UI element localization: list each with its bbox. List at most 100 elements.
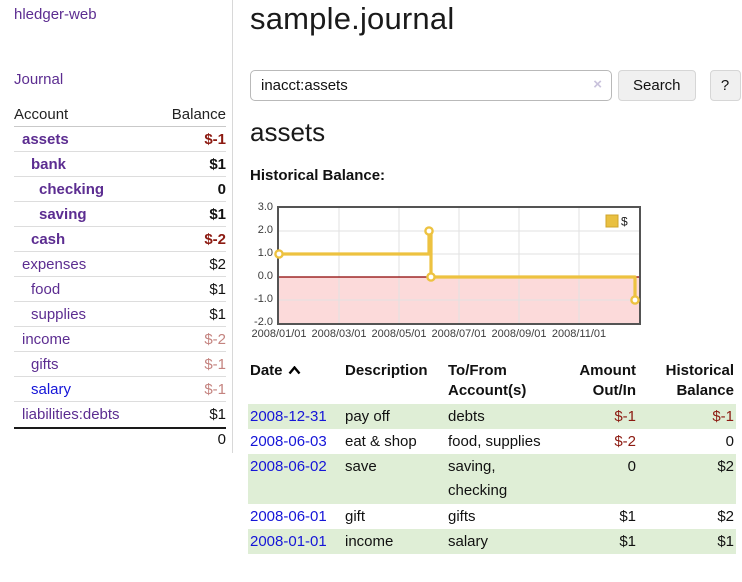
account-row: saving $1 [14,202,226,227]
transaction-balance: 0 [725,433,734,450]
account-balance: $1 [209,306,226,323]
y-tick-label: 1.0 [257,247,273,259]
sidebar-item-salary[interactable]: salary [31,381,72,398]
sidebar-item-income[interactable]: income [22,331,71,348]
register-header-description: Description [345,362,428,379]
transaction-balance: $2 [717,458,734,475]
x-tick-label: 2008/05/01 [370,328,428,340]
sidebar-item-cash[interactable]: cash [31,231,66,248]
transaction-description: save [345,458,377,475]
sidebar-item-journal[interactable]: Journal [14,71,64,88]
search-input[interactable] [250,70,612,101]
sidebar-item-checking[interactable]: checking [39,181,105,198]
sidebar-item-expenses[interactable]: expenses [22,256,87,273]
table-row: 2008-12-31 pay off debts $-1 $-1 [248,404,736,429]
transaction-balance: $2 [717,508,734,525]
transaction-description: eat & shop [345,433,417,450]
clear-search-icon[interactable]: × [593,76,602,93]
x-tick-label: 2008/07/01 [430,328,488,340]
table-row: 2008-06-03 eat & shop food, supplies $-2… [248,429,736,454]
transaction-amount: $-1 [614,408,636,425]
transaction-date-link[interactable]: 2008-12-31 [250,408,327,425]
transaction-accounts: gifts [448,508,476,525]
search-form: × Search ? [250,70,741,101]
y-tick-label: 0.0 [257,270,273,282]
historical-balance-chart: 3.0 2.0 1.0 0.0 -1.0 -2.0 [248,197,678,345]
transaction-accounts: salary [448,533,489,550]
search-button[interactable]: Search [618,70,696,101]
account-row: salary $-1 [14,377,226,402]
main-content: sample.journal × Search ? assets Histori… [248,0,742,582]
account-balance: $1 [209,206,226,223]
chart-plot-area: $ [274,206,641,325]
app-title-link[interactable]: hledger-web [14,6,97,23]
transaction-date-link[interactable]: 2008-06-03 [250,433,327,450]
table-row: 2008-06-01 gift gifts $1 $2 [248,504,736,529]
chart-canvas: $ [274,208,640,323]
y-tick-label: 3.0 [257,201,273,213]
transaction-accounts: food, supplies [448,433,541,450]
transaction-date-link[interactable]: 2008-06-01 [250,508,327,525]
account-row: food $1 [14,277,226,302]
account-balance: $-2 [204,331,226,348]
account-balance: $1 [209,406,226,423]
sidebar-item-bank[interactable]: bank [31,156,67,173]
transaction-amount: $-2 [614,433,636,450]
gridlines [279,208,639,323]
data-point-markers [274,226,640,305]
transaction-description: income [345,533,394,550]
account-row: income $-2 [14,327,226,352]
date-header-label: Date [250,362,283,379]
y-tick-label: 2.0 [257,224,273,236]
chart-title: Historical Balance: [250,167,386,184]
register-header-balance: Historical Balance [665,362,734,399]
account-row: cash $-2 [14,227,226,252]
account-row: expenses $2 [14,252,226,277]
account-row: supplies $1 [14,302,226,327]
account-row: bank $1 [14,152,226,177]
transaction-accounts: debts [448,408,485,425]
transaction-amount: $1 [619,533,636,550]
sidebar-item-liabilities-debts[interactable]: liabilities:debts [22,406,120,423]
sidebar-item-gifts[interactable]: gifts [31,356,59,373]
chart-legend: $ [605,214,628,229]
accounts-table-header: Account Balance [14,102,226,127]
account-balance: $1 [209,281,226,298]
sidebar-item-supplies[interactable]: supplies [31,306,87,323]
help-button[interactable]: ? [709,70,741,101]
account-balance: $-1 [204,131,226,148]
sidebar-item-saving[interactable]: saving [39,206,87,223]
account-row: liabilities:debts $1 [14,402,226,427]
sidebar-item-food[interactable]: food [31,281,61,298]
accounts-total: 0 [14,427,226,450]
legend-swatch [605,214,619,228]
transaction-description: pay off [345,408,390,425]
account-balance: $-2 [204,231,226,248]
sidebar-item-assets[interactable]: assets [22,131,69,148]
transaction-amount: 0 [627,458,636,475]
sort-ascending-icon [288,365,300,375]
accounts-table: Account Balance assets $-1 bank $1 check… [14,102,226,450]
transaction-balance: $-1 [712,408,734,425]
sidebar: hledger-web Journal Account Balance asse… [0,0,233,453]
account-row: gifts $-1 [14,352,226,377]
x-tick-label: 2008/11/01 [550,328,608,340]
x-tick-label: 2008/09/01 [490,328,548,340]
x-tick-label: 2008/01/01 [250,328,308,340]
table-row: 2008-06-02 save saving, checking 0 $2 [248,454,736,504]
register-header-date[interactable]: Date [248,361,345,401]
register-header-amount: Amount Out/In [579,362,636,399]
register-table: Date Description To/From Account(s) Amou… [248,361,736,554]
register-header: Date Description To/From Account(s) Amou… [248,361,736,404]
register-header-account: To/From Account(s) [448,362,527,399]
transaction-balance: $1 [717,533,734,550]
account-balance: $-1 [204,381,226,398]
account-balance: 0 [217,181,226,198]
transaction-date-link[interactable]: 2008-06-02 [250,458,327,475]
transaction-date-link[interactable]: 2008-01-01 [250,533,327,550]
x-tick-label: 2008/03/01 [310,328,368,340]
transaction-amount: $1 [619,508,636,525]
account-balance: $-1 [204,356,226,373]
accounts-header-balance: Balance [171,106,226,123]
account-row: checking 0 [14,177,226,202]
